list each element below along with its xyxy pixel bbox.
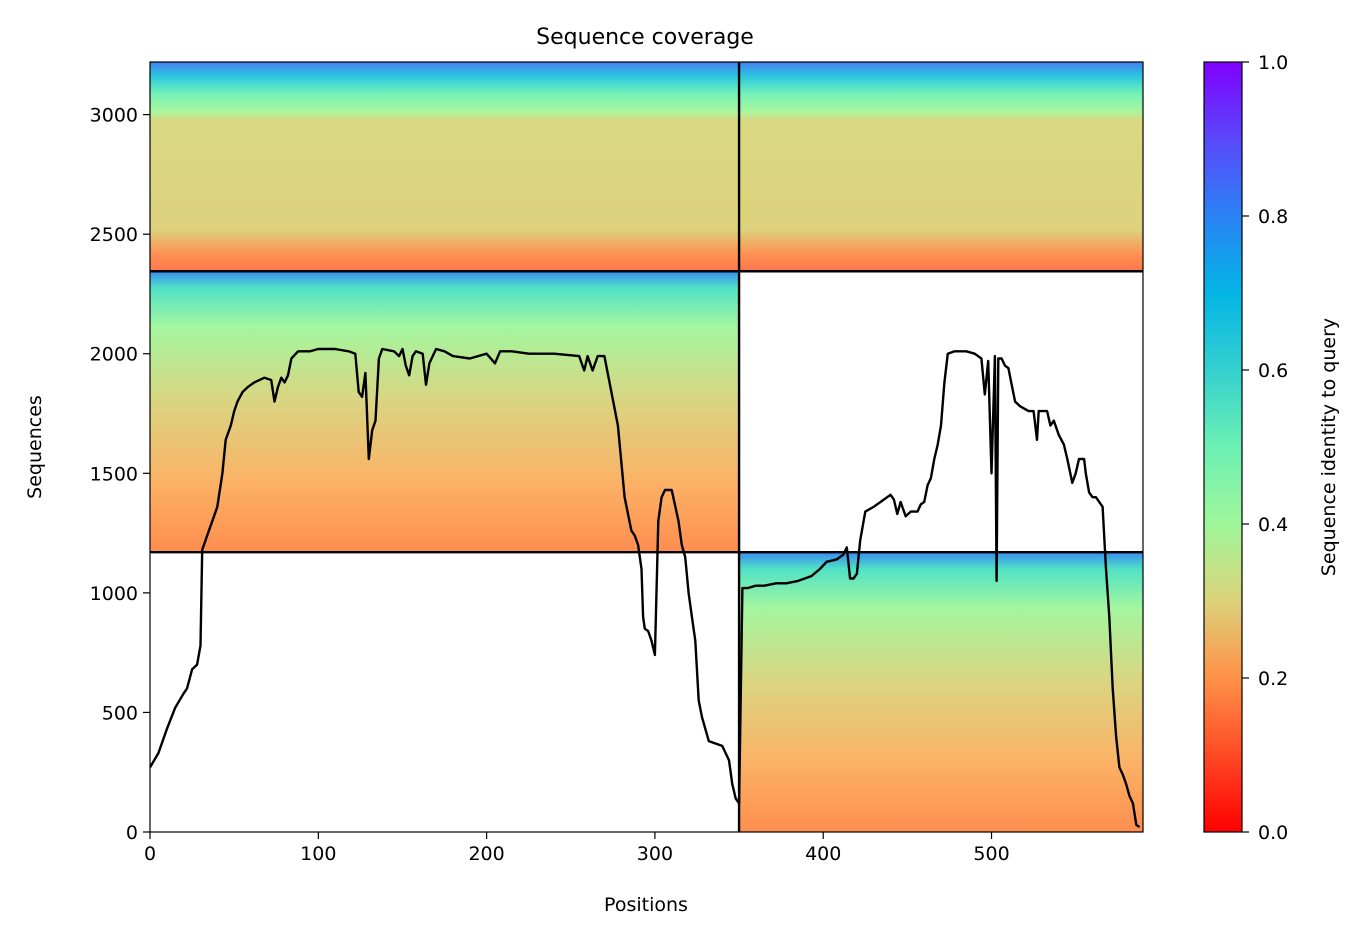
- y-tick-label: 2500: [90, 224, 138, 246]
- coverage-block: [739, 62, 1143, 272]
- colorbar-tick-label: 0.2: [1258, 668, 1288, 690]
- colorbar-tick-label: 1.0: [1258, 52, 1288, 74]
- chain-boundaries: [150, 62, 1143, 832]
- x-tick-label: 500: [973, 843, 1009, 865]
- x-axis: 0 100 200 300 400 500: [144, 832, 1010, 865]
- colorbar: 0.0 0.2 0.4 0.6 0.8 1.0 Sequence identity to …: [1203, 52, 1340, 844]
- y-axis-label: Sequences: [24, 395, 46, 499]
- y-tick-label: 1000: [90, 583, 138, 605]
- chart-title: Sequence coverage: [536, 25, 754, 50]
- coverage-block: [150, 271, 740, 553]
- colorbar-gradient: [1203, 61, 1243, 833]
- plot-area: [150, 62, 1143, 832]
- colorbar-tick-label: 0.4: [1258, 514, 1288, 536]
- colorbar-tick-label: 0.8: [1258, 206, 1288, 228]
- y-tick-label: 0: [126, 822, 138, 844]
- coverage-blocks: [150, 62, 1143, 832]
- x-tick-label: 300: [637, 843, 673, 865]
- coverage-line: [150, 347, 1141, 829]
- y-tick-label: 2000: [90, 344, 138, 366]
- colorbar-tick-label: 0.6: [1258, 360, 1288, 382]
- x-tick-label: 0: [144, 843, 156, 865]
- y-tick-label: 500: [102, 702, 138, 724]
- plot-frame: [149, 61, 1144, 833]
- y-tick-label: 3000: [90, 105, 138, 127]
- x-tick-label: 400: [805, 843, 841, 865]
- colorbar-tick-label: 0.0: [1258, 822, 1288, 844]
- coverage-block: [739, 552, 1143, 832]
- x-tick-label: 100: [300, 843, 336, 865]
- colorbar-ticks: 0.0 0.2 0.4 0.6 0.8 1.0: [1242, 52, 1288, 844]
- y-axis: 0 500 1000 1500 2000 2500 3000: [90, 105, 150, 844]
- colorbar-label: Sequence identity to query: [1318, 318, 1340, 576]
- coverage-block: [150, 62, 740, 272]
- y-tick-label: 1500: [90, 463, 138, 485]
- x-axis-label: Positions: [604, 894, 688, 916]
- x-tick-label: 200: [468, 843, 504, 865]
